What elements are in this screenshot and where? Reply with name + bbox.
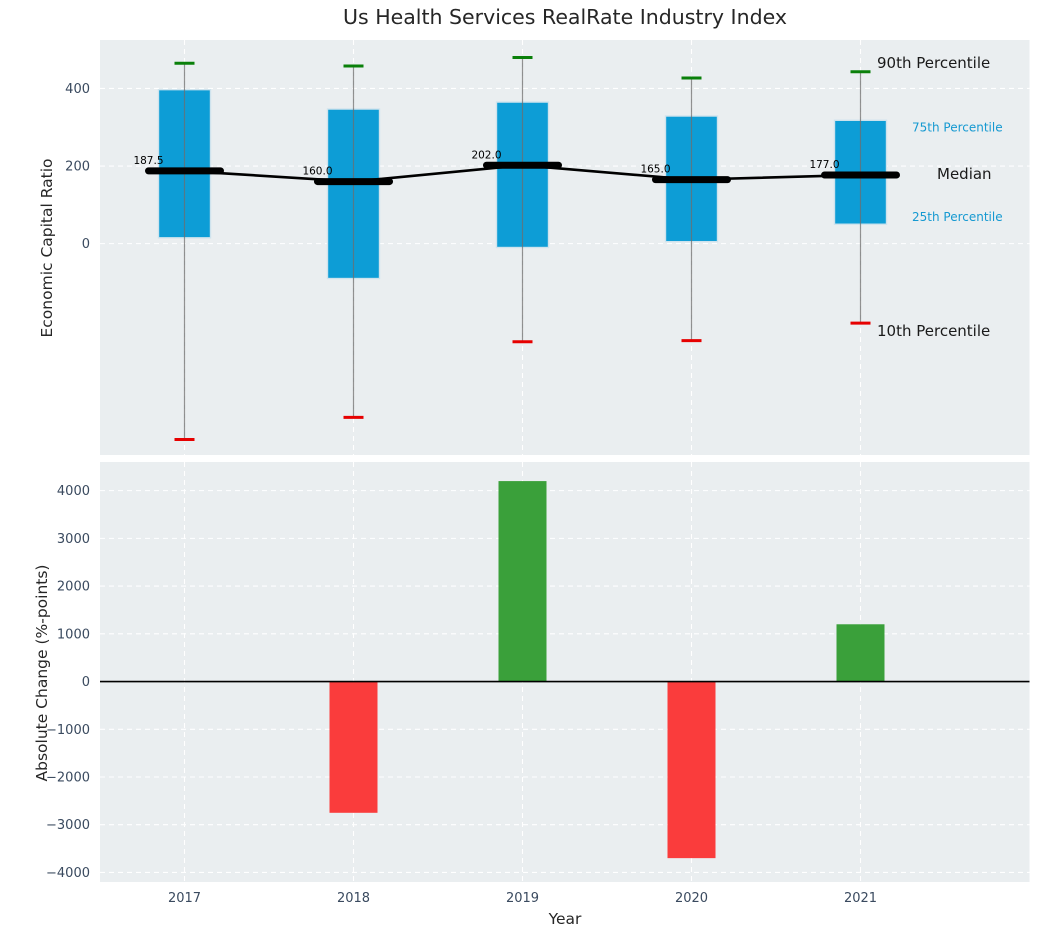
top-y-tick-label: 0	[82, 237, 90, 252]
median-value-label: 160.0	[302, 166, 332, 178]
bottom-y-tick-label: 0	[82, 675, 90, 690]
median-value-label: 202.0	[471, 149, 501, 161]
x-tick-label: 2021	[844, 891, 877, 906]
median-value-label: 165.0	[640, 164, 670, 176]
x-tick-label: 2019	[506, 891, 539, 906]
annotation-25th-percentile: 25th Percentile	[912, 210, 1003, 224]
bottom-y-tick-label: −4000	[46, 866, 90, 881]
x-tick-label: 2018	[337, 891, 370, 906]
top-y-tick-label: 200	[65, 160, 90, 175]
annotation-75th-percentile: 75th Percentile	[912, 120, 1003, 134]
median-value-label: 177.0	[809, 159, 839, 171]
change-bar	[498, 481, 547, 682]
top-y-tick-label: 400	[65, 82, 90, 97]
bottom-y-tick-label: −2000	[46, 771, 90, 786]
bottom-y-tick-label: 4000	[57, 484, 90, 499]
bottom-y-tick-label: 2000	[57, 580, 90, 595]
top-axes-background	[100, 40, 1030, 455]
x-axis-label: Year	[548, 910, 582, 928]
change-bar	[329, 681, 378, 813]
bottom-y-axis-label: Absolute Change (%-points)	[33, 564, 51, 782]
x-tick-label: 2020	[675, 891, 708, 906]
median-value-label: 187.5	[133, 155, 163, 167]
change-bar	[667, 681, 716, 859]
annotation-10th-percentile: 10th Percentile	[877, 322, 990, 340]
bottom-y-tick-label: 1000	[57, 627, 90, 642]
annotation-90th-percentile: 90th Percentile	[877, 54, 990, 72]
change-bar	[836, 624, 885, 682]
x-tick-label: 2017	[168, 891, 201, 906]
chart-title: Us Health Services RealRate Industry Ind…	[343, 5, 787, 29]
annotation-median: Median	[937, 165, 992, 183]
top-y-axis-label: Economic Capital Ratio	[38, 158, 56, 338]
bottom-y-tick-label: −1000	[46, 723, 90, 738]
bottom-axes-background	[100, 462, 1030, 882]
bottom-y-tick-label: −3000	[46, 818, 90, 833]
bottom-y-tick-label: 3000	[57, 532, 90, 547]
